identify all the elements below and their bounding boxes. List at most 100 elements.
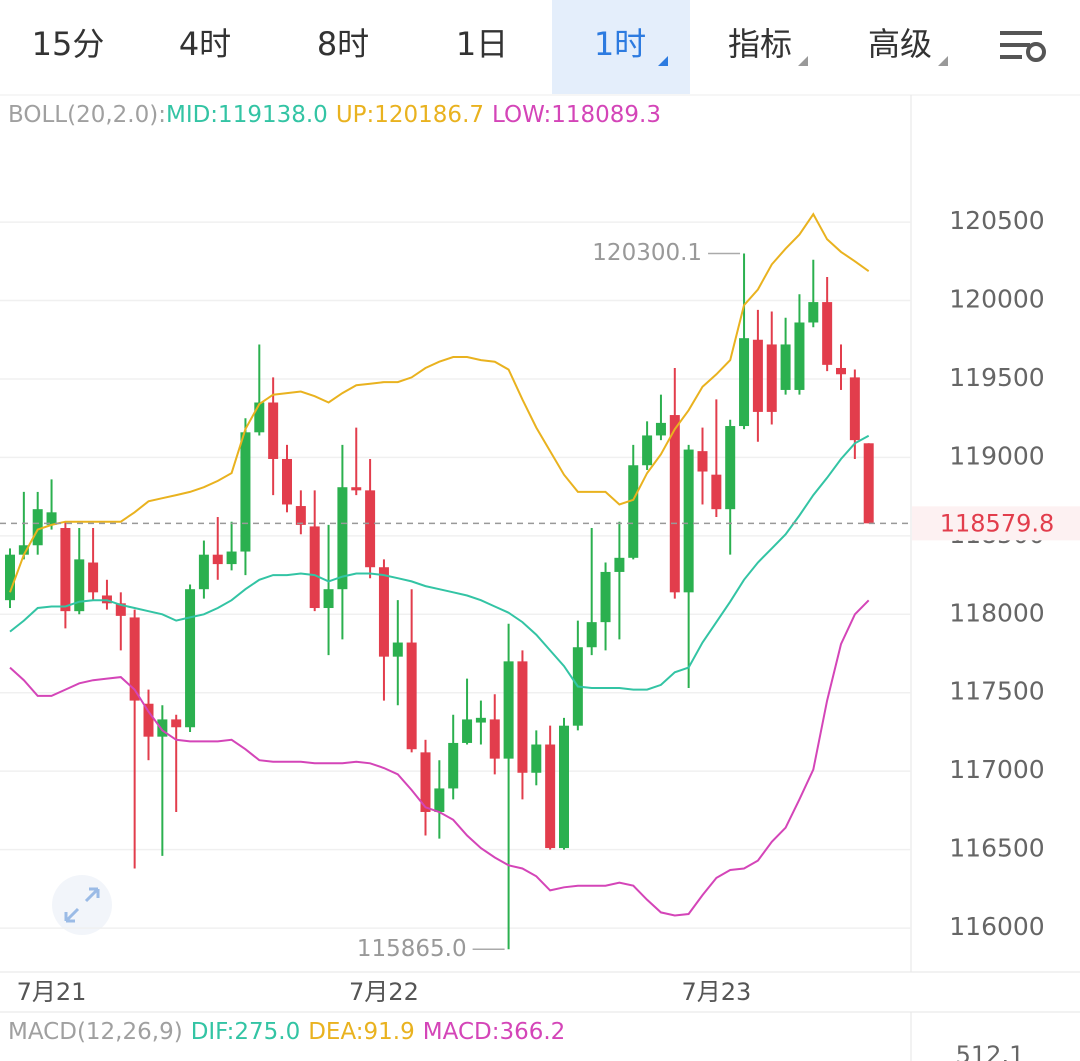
candle-body [794,322,805,390]
candle-body [434,788,445,812]
readout-low: LOW:118089.3 [492,102,661,128]
macd-readout-item: DIF:275.0 [191,1019,301,1045]
y-tick-label: 116000 [949,912,1044,941]
candle-body [462,719,473,743]
candle-body [503,661,514,759]
icon-gear [1026,42,1046,62]
candle-body [337,487,348,590]
candle-body [378,567,389,657]
candle-body [849,377,860,441]
y-tick-label: 117000 [949,755,1044,784]
candle-body [489,719,500,759]
max-label: 120300.1 [592,240,702,266]
candle-body [198,554,209,590]
candle-body [323,589,334,609]
candle-body [185,589,196,728]
last-price-tag [912,506,1080,541]
candle-body [739,338,750,427]
dropdown-caret [798,56,808,66]
y-tick-label: 119000 [949,441,1044,470]
y-tick-label: 120500 [949,206,1044,235]
tab[interactable]: 1日 [456,25,508,63]
candle-body [129,617,140,701]
tab[interactable]: 高级 [868,25,948,66]
y-tick-label: 120000 [949,285,1044,314]
indicator-readout: BOLL(20,2.0):MID:119138.0 UP:120186.7 LOW:… [8,102,661,128]
y-tick-label: 117500 [949,677,1044,706]
candle-body [600,571,611,623]
candle-body [254,402,265,433]
candle-body [32,509,43,546]
boll-line [9,434,870,691]
candle-body [240,432,251,552]
candle-body [295,506,306,525]
candle-body [143,703,154,737]
candle-body [808,302,819,323]
candle-body [475,717,486,723]
dropdown-caret [658,56,668,66]
candle-body [365,490,376,568]
tab-label: 4时 [179,25,231,63]
y-tick-label: 119500 [949,363,1044,392]
candle-body [60,528,71,612]
expand-arrows [64,887,100,923]
candle-body [212,554,223,565]
candle-body [628,465,639,558]
candle-body [531,744,542,773]
x-tick-label: 7月23 [681,978,751,1006]
candle-body [309,526,320,609]
boll-line [9,599,870,917]
candle-body [711,474,722,510]
candle-body [545,744,556,849]
indicator-label: BOLL(20,2.0): [8,102,166,128]
expand-button[interactable] [52,875,112,935]
boll-line [9,212,870,593]
candle-body [559,725,569,849]
candle-body [351,487,362,491]
candle-body [642,435,653,466]
tab-label: 15分 [32,25,105,63]
readout-up: UP:120186.7 [336,102,484,128]
candle-body [614,557,625,572]
candle-body [171,719,182,728]
candle-body [863,443,874,524]
tab[interactable]: 4时 [179,25,231,63]
candle-body [268,402,279,459]
tab[interactable]: 指标 [728,25,808,66]
y-tick-label: 116500 [949,834,1044,863]
candle-body [115,603,126,616]
tab-label: 1日 [456,25,508,63]
tab-label: 高级 [868,25,932,63]
candle-body [697,451,708,472]
macd-readout-item: MACD:366.2 [423,1019,566,1045]
settings-icon[interactable] [1000,31,1046,62]
candle-body [88,562,99,593]
tab-label: 8时 [317,25,369,63]
tab[interactable]: 15分 [32,25,105,63]
candle-body [74,559,85,612]
candle-body [836,367,846,375]
candle-body [18,545,29,555]
tab[interactable]: 8时 [317,25,369,63]
tab-label: 1时 [594,25,646,63]
candle-body [282,458,292,505]
macd-axis-label: 512.1 [956,1041,1025,1061]
candle-body [5,554,15,601]
macd-readout: MACD(12,26,9) DIF:275.0 DEA:91.9 MACD:366.2 [8,1019,565,1045]
candle-body [766,344,777,412]
candle-body [448,742,459,789]
plot: 1160001165001170001175001180001185001190… [0,206,1080,1006]
candle-body [669,415,680,593]
candle-body [822,302,833,365]
candle-body [46,512,57,525]
candle-body [780,344,791,390]
candle-body [157,719,168,737]
tab[interactable]: 1时 [552,0,690,94]
macd-label: MACD(12,26,9) [8,1019,183,1045]
candle-body [226,551,237,565]
tab-label: 指标 [728,25,792,63]
candle-body [655,422,666,436]
